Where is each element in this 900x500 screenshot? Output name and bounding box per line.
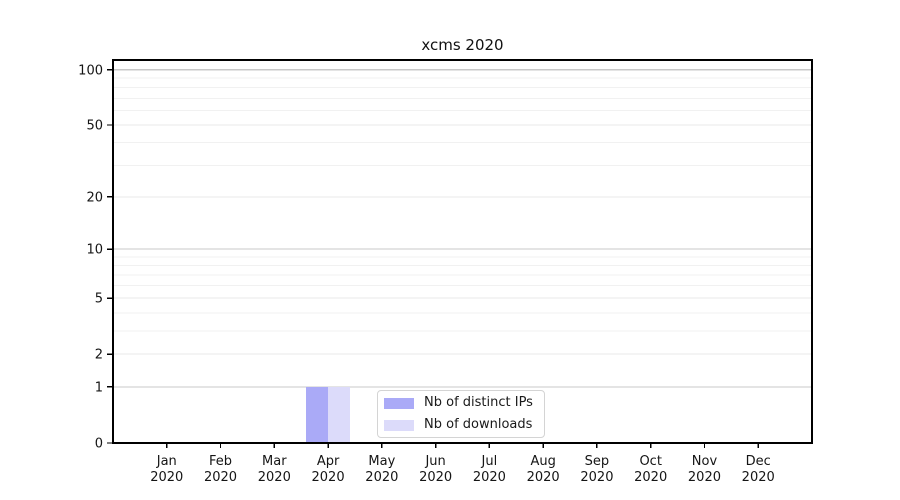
legend: Nb of distinct IPs Nb of downloads [377, 390, 545, 438]
x-tick-label-month-dec: Dec [746, 454, 771, 469]
legend-swatch-distinct-ips [384, 397, 414, 409]
bar-nb-of-distinct-ips-apr [306, 386, 329, 443]
x-tick-label-month-sep: Sep [585, 454, 610, 469]
y-tick-label-20: 20 [86, 190, 103, 205]
x-tick-label-year-apr: 2020 [312, 470, 345, 485]
x-tick-label-year-oct: 2020 [634, 470, 667, 485]
x-tick-label-month-mar: Mar [262, 454, 287, 469]
x-tick-label-year-aug: 2020 [527, 470, 560, 485]
x-tick-label-month-oct: Oct [639, 454, 661, 469]
chart-title: xcms 2020 [421, 36, 504, 54]
x-tick-label-year-nov: 2020 [688, 470, 721, 485]
x-tick-label-month-may: May [368, 454, 395, 469]
bar-nb-of-downloads-apr [328, 386, 351, 443]
x-tick-label-year-jul: 2020 [473, 470, 506, 485]
x-tick-label-month-jun: Jun [424, 454, 445, 469]
y-tick-label-100: 100 [78, 63, 103, 78]
y-tick-label-0: 0 [95, 437, 103, 452]
y-tick-label-50: 50 [86, 119, 103, 134]
legend-item-downloads: Nb of downloads [384, 416, 538, 434]
x-tick-label-month-jul: Jul [481, 454, 498, 469]
legend-swatch-downloads [384, 419, 414, 431]
legend-label-distinct-ips: Nb of distinct IPs [424, 395, 533, 410]
x-tick-label-month-jan: Jan [156, 454, 177, 469]
x-tick-label-year-may: 2020 [365, 470, 398, 485]
x-tick-label-year-jan: 2020 [150, 470, 183, 485]
x-tick-label-month-feb: Feb [209, 454, 232, 469]
x-tick-label-year-dec: 2020 [742, 470, 775, 485]
x-tick-label-year-mar: 2020 [258, 470, 291, 485]
y-tick-label-1: 1 [95, 380, 103, 395]
x-tick-label-month-apr: Apr [317, 454, 340, 469]
y-tick-label-2: 2 [95, 348, 103, 363]
legend-item-distinct-ips: Nb of distinct IPs [384, 394, 538, 412]
y-tick-label-10: 10 [86, 243, 103, 258]
legend-label-downloads: Nb of downloads [424, 417, 533, 432]
x-tick-label-month-aug: Aug [530, 454, 555, 469]
x-tick-label-year-jun: 2020 [419, 470, 452, 485]
x-tick-label-year-feb: 2020 [204, 470, 237, 485]
y-tick-label-5: 5 [95, 292, 103, 307]
x-tick-label-month-nov: Nov [692, 454, 718, 469]
plot-border [112, 59, 813, 444]
x-tick-label-year-sep: 2020 [580, 470, 613, 485]
